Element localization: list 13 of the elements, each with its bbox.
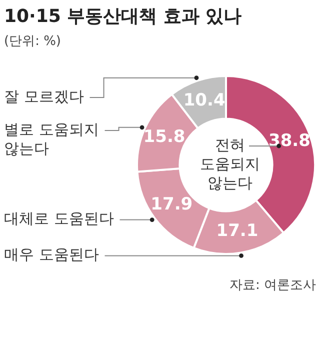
slice-label: 별로 도움되지 않는다 xyxy=(4,120,99,158)
chart-title: 10·15 부동산대책 효과 있나 xyxy=(4,5,242,28)
slice-label: 대체로 도움된다 xyxy=(4,210,114,228)
chart-subtitle: (단위: %) xyxy=(4,33,62,50)
data-label: 10.4 xyxy=(183,90,226,110)
slice-label: 잘 모르겠다 xyxy=(4,87,84,106)
text: 자료: 여론조사 xyxy=(229,277,316,294)
data-label: 15.8 xyxy=(143,126,186,147)
slice-label: 전혀 도움되지 않는다 xyxy=(200,136,260,192)
data-label: 17.1 xyxy=(216,221,258,242)
data-label: 38.8 xyxy=(268,131,310,152)
data-label: 17.9 xyxy=(150,194,193,215)
slice-label: 매우 도움된다 xyxy=(4,246,99,264)
